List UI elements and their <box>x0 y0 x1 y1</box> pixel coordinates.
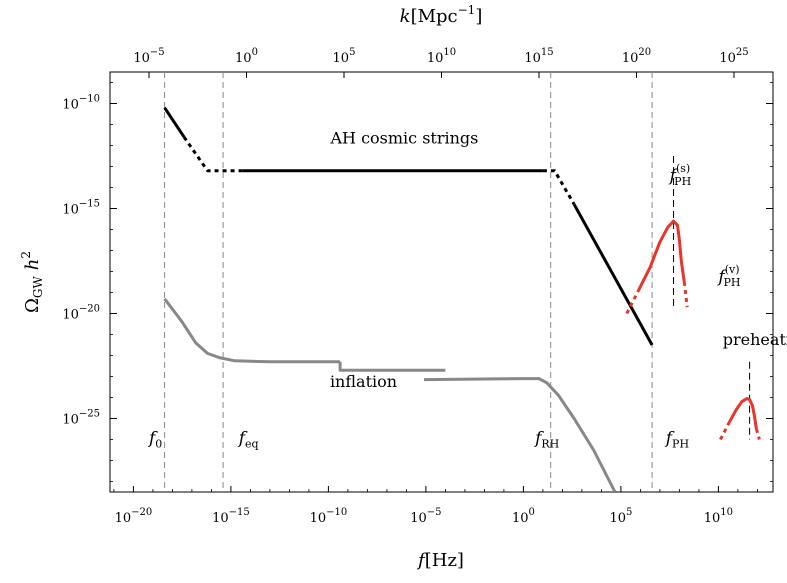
top-tick-label-5: 1020 <box>622 47 651 66</box>
series-label-1: inflation <box>330 372 397 391</box>
y-tick-label-0: 10−10 <box>62 94 100 113</box>
x-tick-label-2: 10−10 <box>310 507 348 526</box>
series-line-4 <box>572 203 654 346</box>
vline-label-eq: feq <box>237 429 259 451</box>
x-tick-label-3: 10−5 <box>410 507 441 526</box>
guide-lines <box>164 72 751 492</box>
series-label-2: preheating <box>723 330 787 349</box>
series-line-10 <box>682 281 689 308</box>
vline-label-RH: fRH <box>533 429 559 451</box>
x-tick-label-5: 105 <box>609 507 632 526</box>
series-line-6 <box>338 361 446 372</box>
top-tick-label-6: 1025 <box>719 47 748 66</box>
peak-label-1: f(v) PH <box>716 263 740 289</box>
annotations: f0 feq fRH fPH f(s) PH f(v) PH AH cosmic strings… <box>147 128 787 450</box>
series-layer <box>163 106 761 492</box>
x-tick-label-6: 1010 <box>704 507 733 526</box>
x-tick-label-4: 100 <box>512 507 535 526</box>
series-line-5 <box>163 297 341 364</box>
series-line-1 <box>182 136 243 173</box>
x-axis-title: f[Hz] <box>416 550 464 571</box>
series-line-13 <box>754 428 761 440</box>
axis-ticks: 10−20 10−15 10−10 10−5 100 105 1010 10−5 100 105 1… <box>62 47 773 526</box>
top-tick-label-2: 105 <box>333 47 356 66</box>
y-tick-label-1: 10−15 <box>62 199 100 218</box>
x-tick-label-0: 10−20 <box>115 507 153 526</box>
top-tick-label-1: 100 <box>235 47 258 66</box>
top-axis-title: k[Mpc−1] <box>400 3 483 27</box>
y-axis-title: ΩGWh2 <box>19 251 45 313</box>
top-tick-label-3: 1010 <box>427 47 456 66</box>
series-line-11 <box>719 422 731 441</box>
top-tick-label-4: 1015 <box>524 47 553 66</box>
series-line-9 <box>637 219 686 292</box>
series-line-7 <box>423 377 617 492</box>
y-tick-label-3: 10−25 <box>62 409 100 428</box>
series-line-3 <box>542 169 576 206</box>
series-line-12 <box>727 397 758 430</box>
y-tick-label-2: 10−20 <box>62 304 100 323</box>
peak-label-0: f(s) PH <box>668 162 692 188</box>
series-line-0 <box>163 106 186 138</box>
vline-label-0: f0 <box>147 429 162 451</box>
top-tick-label-0: 10−5 <box>133 47 164 66</box>
vline-label-PH: fPH <box>664 429 689 451</box>
series-label-0: AH cosmic strings <box>329 128 478 147</box>
x-tick-label-1: 10−15 <box>212 507 250 526</box>
